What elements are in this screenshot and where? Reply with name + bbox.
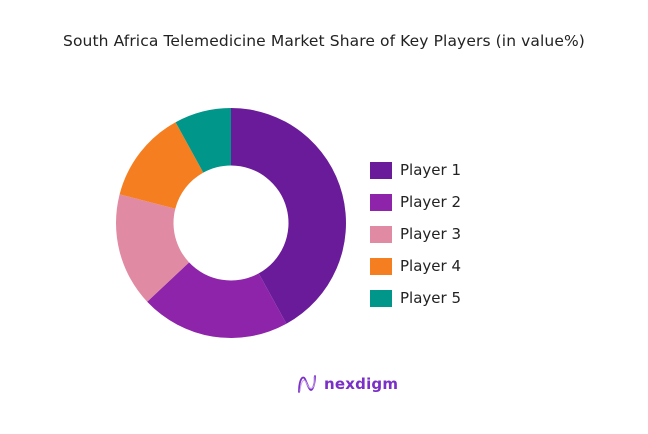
legend-item-player-1: Player 1 [370, 154, 461, 186]
nexdigm-wave-logo-icon [298, 375, 316, 393]
chart-title: South Africa Telemedicine Market Share o… [63, 32, 585, 50]
legend-label: Player 2 [400, 193, 461, 211]
legend-swatch [370, 257, 392, 275]
legend-swatch [370, 161, 392, 179]
legend-swatch [370, 289, 392, 307]
donut-slice-player-1 [231, 108, 346, 324]
brand-name: nexdigm [324, 375, 399, 393]
legend-swatch [370, 193, 392, 211]
legend-label: Player 5 [400, 289, 461, 307]
legend-swatch [370, 225, 392, 243]
legend-item-player-4: Player 4 [370, 250, 461, 282]
legend-label: Player 3 [400, 225, 461, 243]
legend-item-player-3: Player 3 [370, 218, 461, 250]
donut-slice-player-5 [175, 108, 231, 173]
donut-slice-player-4 [119, 122, 204, 209]
chart-legend: Player 1 Player 2 Player 3 Player 4 Play… [370, 154, 461, 314]
legend-label: Player 1 [400, 161, 461, 179]
donut-slice-player-3 [116, 194, 190, 302]
donut-slice-player-2 [147, 262, 287, 338]
legend-label: Player 4 [400, 257, 461, 275]
donut-chart [116, 108, 346, 338]
legend-item-player-5: Player 5 [370, 282, 461, 314]
brand-logo: nexdigm [296, 373, 398, 395]
legend-item-player-2: Player 2 [370, 186, 461, 218]
